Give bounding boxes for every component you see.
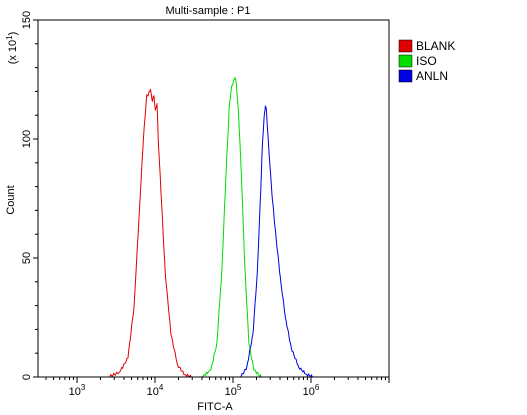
legend-swatch-iso — [398, 54, 413, 68]
chart-title: Multi-sample : P1 — [166, 5, 251, 17]
y-tick-label: 50 — [21, 252, 33, 264]
legend-label-blank: BLANK — [416, 39, 455, 53]
series-layer — [108, 77, 315, 378]
y-tick-label: 100 — [21, 130, 33, 148]
y-axis-ticks: 0 50 100 150 — [21, 11, 38, 380]
y-axis-label: Count — [5, 185, 17, 214]
legend-label-iso: ISO — [416, 54, 437, 68]
x-tick-label: 103 — [69, 383, 86, 398]
y-tick-label: 0 — [21, 374, 33, 380]
legend-swatch-blank — [398, 39, 413, 53]
x-tick-label: 105 — [225, 383, 242, 398]
x-tick-label: 104 — [147, 383, 164, 398]
x-axis-label: FITC-A — [197, 401, 233, 413]
plot-frame — [37, 19, 390, 378]
y-axis-multiplier-exponent: 1 — [5, 35, 14, 40]
legend-label-anln: ANLN — [416, 69, 448, 83]
x-axis-ticks: 103 104 105 106 — [45, 377, 390, 398]
y-tick-label: 150 — [21, 11, 33, 29]
y-axis-multiplier: (x 101) — [5, 32, 19, 65]
series-line-iso — [201, 77, 262, 378]
series-line-blank — [108, 88, 193, 378]
legend-swatch-anln — [398, 69, 413, 83]
series-line-anln — [240, 105, 315, 378]
x-tick-label: 106 — [303, 383, 320, 398]
